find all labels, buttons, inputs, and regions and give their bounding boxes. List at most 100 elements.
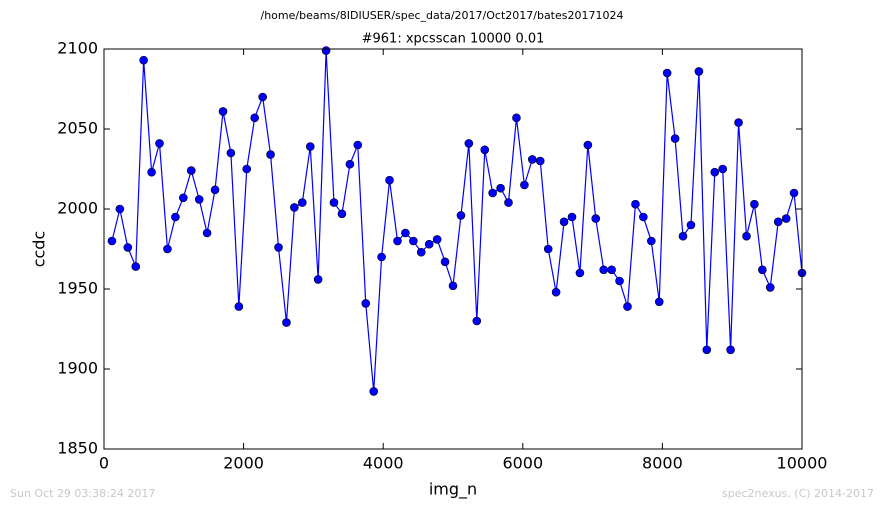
data-point [591,214,601,223]
data-point [186,166,196,175]
data-point [242,164,252,174]
x-tick-label: 8000 [642,454,683,473]
data-point [789,188,799,198]
data-point [639,212,648,222]
data-point [765,283,775,292]
data-point [298,198,307,207]
data-point [416,247,426,257]
data-point [464,139,474,148]
data-point [369,387,379,396]
data-point [694,67,704,76]
data-point [607,265,616,275]
data-point [543,244,553,254]
data-point [567,212,577,222]
data-point [623,302,632,311]
x-tick-label: 0 [99,454,109,473]
suptitle: /home/beams/8IDIUSER/spec_data/2017/Oct2… [261,9,624,22]
data-point [448,281,458,291]
data-point [480,145,490,155]
x-axis-label: img_n [429,480,477,500]
y-tick-label: 2050 [57,119,98,138]
data-point [202,228,212,238]
data-point [107,236,117,246]
data-point [194,195,204,204]
data-point [131,262,141,271]
data-point [171,212,180,222]
data-point [329,198,339,207]
data-point [599,265,608,275]
data-point [575,268,585,278]
data-point [781,214,791,223]
chart-title: #961: xpcsscan 10000 0.01 [362,32,545,47]
data-point [424,239,434,249]
data-point [123,243,133,252]
data-point [488,188,497,198]
data-point [290,203,299,212]
data-point [282,318,291,327]
footer-right: spec2nexus, (C) 2014-2017 [722,487,874,500]
data-point [583,140,593,150]
data-point [401,228,410,238]
data-point [773,217,783,227]
data-point [520,180,529,190]
data-point [250,113,259,123]
x-tick-label: 6000 [502,454,543,473]
data-point [361,299,371,308]
data-point [345,159,355,169]
data-point [496,183,505,193]
data-point [440,257,450,267]
data-point [147,167,156,177]
data-point [559,217,569,227]
data-point [718,164,728,174]
data-point [734,118,743,127]
y-tick-label: 1950 [57,279,98,298]
data-point [615,276,624,286]
y-axis-label: ccdc [30,231,49,268]
data-point [234,302,244,311]
data-point [710,167,720,177]
y-tick-label: 2000 [57,199,98,218]
data-point [313,275,323,284]
x-tick-label: 10000 [777,454,828,473]
data-point [393,236,402,246]
data-point [527,155,537,164]
data-point [377,252,386,262]
x-tick-label: 2000 [223,454,264,473]
data-point [504,198,513,207]
data-point [226,148,236,158]
data-point [742,231,751,241]
data-point [178,193,188,203]
data-point [662,68,672,78]
data-point [647,236,656,246]
data-point [654,297,664,307]
data-point [409,236,418,246]
data-point [266,150,275,159]
data-point [535,156,545,166]
data-point [702,345,712,355]
data-point [274,243,283,252]
data-point [258,92,267,102]
data-point [758,265,767,275]
data-point [512,113,521,123]
plot-frame [103,48,803,450]
data-point [472,316,482,326]
y-tick-label: 2100 [57,39,98,58]
y-tick-label: 1900 [57,359,98,378]
data-point [353,140,363,150]
data-point [631,199,640,209]
data-point [139,55,148,65]
y-tick-label: 1850 [57,439,98,458]
data-point [750,199,759,209]
data-point [456,211,466,220]
x-tick-label: 4000 [363,454,404,473]
data-point [305,142,315,151]
data-point [432,235,442,244]
data-point [115,204,125,214]
data-line [111,50,803,392]
data-point [218,107,228,116]
data-point [726,345,735,355]
data-point [337,209,347,219]
data-point [321,46,331,55]
data-point [210,185,220,195]
